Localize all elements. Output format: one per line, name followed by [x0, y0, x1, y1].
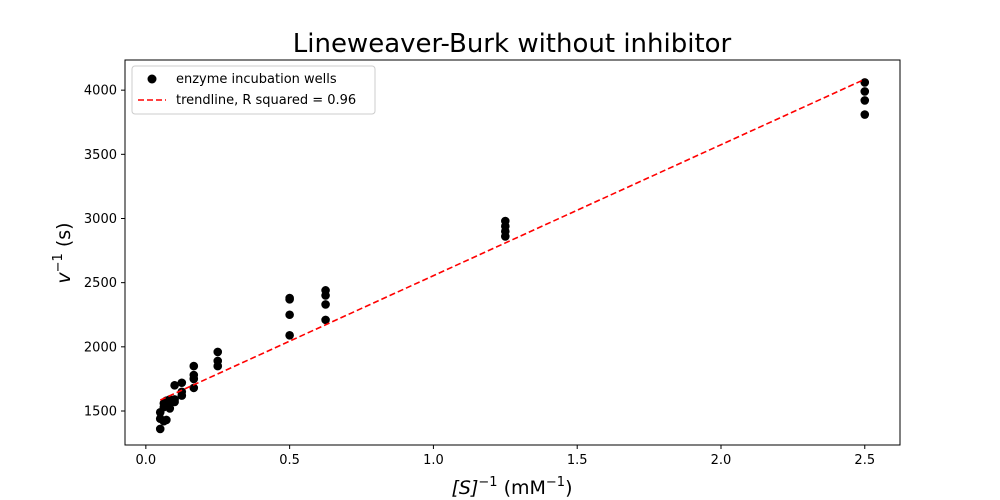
- y-tick-label: 3500: [84, 148, 117, 163]
- y-tick-label: 2500: [84, 276, 117, 291]
- y-tick-label: 3000: [84, 212, 117, 227]
- data-point: [213, 347, 223, 357]
- legend-frame: [131, 65, 376, 115]
- data-point: [170, 395, 179, 404]
- x-axis-label-sup: −1: [478, 475, 497, 490]
- data-point: [177, 387, 187, 397]
- y-tick-label: 1500: [84, 404, 117, 419]
- data-point: [162, 415, 171, 425]
- data-point: [189, 361, 199, 371]
- x-axis-label-unit-close: ): [565, 477, 572, 499]
- x-tick-label: 0.0: [136, 453, 157, 468]
- data-point: [155, 424, 165, 434]
- legend: enzyme incubation wells trendline, R squ…: [131, 65, 376, 115]
- data-point: [860, 110, 870, 119]
- data-point: [285, 310, 294, 320]
- chart-title: Lineweaver-Burk without inhibitor: [293, 29, 732, 59]
- y-axis-label-sup: −1: [51, 253, 66, 272]
- data-point: [213, 356, 223, 366]
- series-layer: [155, 78, 870, 434]
- y-axis: 1500 2000 2500 3000 3500 4000: [84, 84, 125, 419]
- x-axis-label-unit: (mM: [498, 477, 546, 499]
- x-axis: 0.0 0.5 1.0 1.5 2.0 2.5: [136, 445, 875, 468]
- plot-area: [124, 59, 901, 446]
- data-point: [285, 293, 294, 303]
- legend-label-scatter: enzyme incubation wells: [176, 72, 337, 87]
- x-tick-label: 2.5: [854, 453, 875, 468]
- data-point: [501, 216, 510, 226]
- x-axis-label: [S]−1 (mM−1): [451, 475, 572, 499]
- data-point: [189, 383, 199, 393]
- y-axis-label-base: v: [53, 272, 75, 284]
- data-point: [321, 315, 330, 325]
- legend-label-trendline: trendline, R squared = 0.96: [176, 93, 356, 108]
- data-point: [321, 300, 330, 309]
- x-axis-label-base: [S]: [451, 477, 478, 499]
- x-tick-label: 2.0: [711, 453, 732, 468]
- legend-marker-scatter: [147, 74, 157, 84]
- x-tick-label: 1.0: [423, 453, 444, 468]
- y-tick-label: 2000: [84, 340, 117, 355]
- plot-frame: [124, 59, 901, 446]
- y-axis-label: v−1 (s): [51, 222, 75, 283]
- data-point: [189, 370, 199, 380]
- trendline: [159, 78, 866, 401]
- x-axis-label-unit-sup: −1: [546, 475, 565, 490]
- data-point: [860, 96, 870, 105]
- data-point: [285, 330, 294, 340]
- data-point: [321, 286, 330, 295]
- data-point: [165, 404, 175, 413]
- data-point: [860, 78, 870, 87]
- y-tick-label: 4000: [84, 84, 117, 99]
- y-axis-label-unit: (s): [53, 222, 75, 253]
- data-point: [170, 381, 179, 390]
- data-point: [860, 87, 870, 96]
- data-point: [177, 378, 187, 388]
- x-tick-label: 0.5: [279, 453, 300, 468]
- x-tick-label: 1.5: [567, 453, 588, 468]
